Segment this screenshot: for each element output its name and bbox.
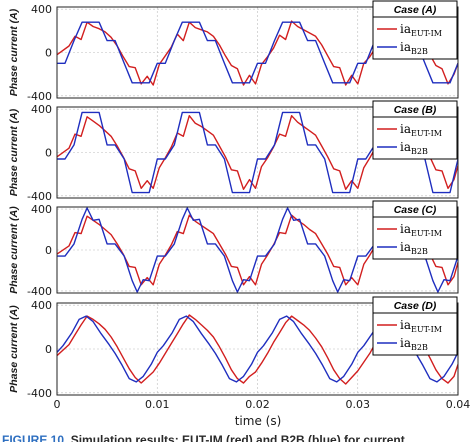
y-axis-title: Phase current (A) (8, 8, 20, 96)
y-axis-title: Phase current (A) (8, 305, 20, 393)
legend-box (372, 216, 458, 260)
x-tick-label: 0.03 (346, 398, 371, 411)
y-tick-label: 400 (31, 103, 52, 116)
caption-label: FIGURE 10. (2, 434, 68, 442)
caption-text: Simulation results: EUT-IM (red) and B2B… (70, 434, 405, 442)
x-tick-label: 0.02 (245, 398, 270, 411)
y-tick-label: 0 (45, 244, 52, 257)
x-tick-label: 0 (54, 398, 61, 411)
chart-panel-2: 400 0 -400 Phase current (A) Case (B)iaEUT-I… (8, 100, 459, 203)
case-title: Case (C) (394, 204, 437, 216)
chart-panel-3: 400 0 -400 Phase current (A) Case (C)iaEUT-I… (8, 200, 459, 298)
y-tick-label: 0 (45, 147, 52, 160)
y-axis-title: Phase current (A) (8, 108, 20, 196)
y-tick-label: 400 (31, 203, 52, 216)
y-tick-label: -400 (27, 190, 52, 203)
plot-frame (56, 302, 459, 396)
x-tick-label: 0.01 (145, 398, 170, 411)
legend-box (372, 116, 458, 160)
y-axis-title: Phase current (A) (8, 206, 20, 294)
y-tick-label: -400 (27, 90, 52, 103)
plot-frame (56, 106, 459, 199)
chart-panel-1: 400 0 -400 Phase current (A) Case (A)iaEUT-I… (8, 0, 459, 103)
y-tick-label: -400 (27, 285, 52, 298)
case-title: Case (D) (394, 300, 437, 312)
y-tick-label: 400 (31, 299, 52, 312)
plot-frame (56, 6, 459, 99)
x-tick-label: 0.04 (446, 398, 471, 411)
y-tick-label: 400 (31, 3, 52, 16)
case-title: Case (B) (394, 104, 437, 116)
figure-caption: FIGURE 10. Simulation results: EUT-IM (r… (2, 434, 472, 442)
y-tick-label: 0 (45, 47, 52, 60)
legend-box (372, 312, 458, 356)
y-tick-label: -400 (27, 387, 52, 400)
legend-box (372, 16, 458, 60)
case-title: Case (A) (394, 4, 437, 16)
x-axis-title: time (s) (235, 414, 282, 428)
y-tick-label: 0 (45, 343, 52, 356)
plot-frame (56, 206, 459, 294)
